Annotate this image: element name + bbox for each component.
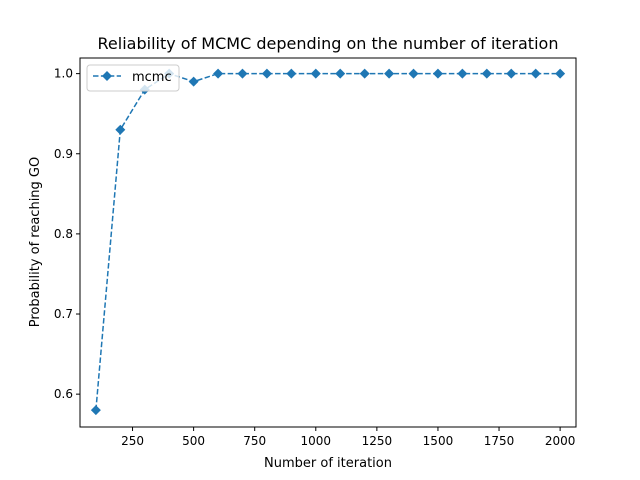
x-tick-label: 1000 [301,434,332,448]
y-axis-label: Probability of reaching GO [28,157,43,327]
legend-marker [102,71,112,81]
data-point [90,405,101,416]
data-point [115,124,126,135]
data-point [408,68,419,79]
y-axis: 0.6 0.7 0.8 0.9 1.0 [54,67,80,401]
x-tick-label: 1500 [423,434,454,448]
data-point [335,68,346,79]
y-tick-label: 0.7 [54,307,73,321]
data-point [310,68,321,79]
x-tick-label: 2000 [545,434,576,448]
data-point [359,68,370,79]
x-tick-label: 750 [243,434,266,448]
data-point [481,68,492,79]
x-axis-label: Number of iteration [264,456,392,471]
legend-frame [86,64,180,92]
data-point [530,68,541,79]
y-tick-label: 0.6 [54,387,73,401]
data-point [384,68,395,79]
data-point [261,68,272,79]
legend: mcmc [86,64,180,92]
x-tick-label: 500 [182,434,205,448]
plot-area [79,57,577,428]
x-tick-label: 1750 [484,434,515,448]
data-point [188,76,199,87]
x-axis: 250 500 750 1000 1250 1500 1750 2000 [121,427,575,448]
data-point [286,68,297,79]
data-point [555,68,566,79]
data-point [213,68,224,79]
legend-label: mcmc [132,70,172,85]
chart-title: Reliability of MCMC depending on the num… [98,34,559,53]
data-point [432,68,443,79]
y-tick-label: 1.0 [54,67,73,81]
x-tick-label: 1250 [362,434,393,448]
y-tick-label: 0.9 [54,147,73,161]
data-point [457,68,468,79]
data-point [506,68,517,79]
y-tick-label: 0.8 [54,227,73,241]
data-point [237,68,248,79]
x-tick-label: 250 [121,434,144,448]
